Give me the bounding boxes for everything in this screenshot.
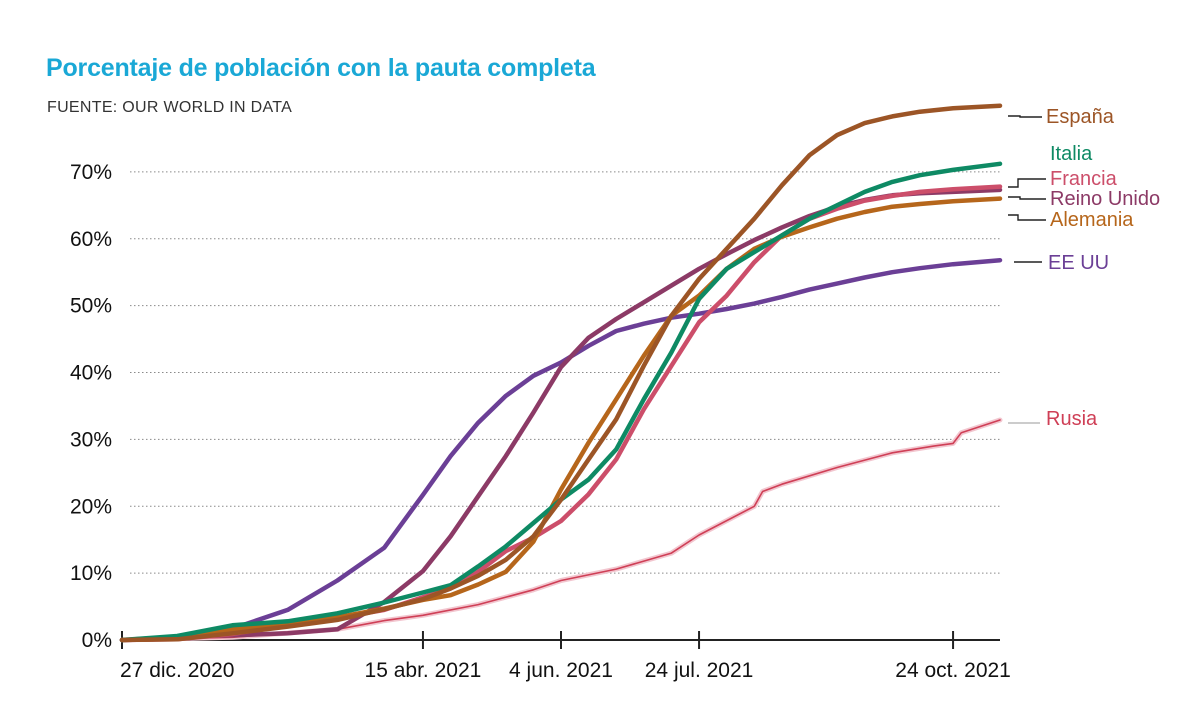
x-tick-label: 27 dic. 2020 — [120, 659, 234, 682]
x-axis: 27 dic. 2020 15 abr. 2021 4 jun. 2021 24 ju… — [120, 631, 1011, 682]
y-tick-label: 20% — [70, 495, 112, 518]
series-line-Francia — [119, 184, 1003, 643]
legend-leader — [1008, 115, 1042, 118]
x-tick-label: 4 jun. 2021 — [509, 659, 613, 682]
legend-label: España — [1046, 106, 1115, 128]
series-line-Italia — [119, 161, 1003, 643]
legend-label: Francia — [1050, 168, 1118, 190]
legend-label: Rusia — [1046, 408, 1098, 430]
series-line-Reino Unido — [119, 187, 1003, 643]
legend-label: Alemania — [1050, 209, 1134, 231]
x-tick-label: 24 oct. 2021 — [895, 659, 1011, 682]
y-tick-label: 10% — [70, 562, 112, 585]
legend-label: Reino Unido — [1050, 188, 1160, 210]
x-tick-label: 15 abr. 2021 — [365, 659, 482, 682]
legend-leader — [1008, 196, 1046, 200]
chart-title: Porcentaje de población con la pauta com… — [46, 54, 596, 82]
series-line-Rusia — [121, 419, 1001, 641]
legend-label: EE UU — [1048, 252, 1109, 274]
y-tick-label: 50% — [70, 295, 112, 318]
gridlines — [130, 171, 1000, 574]
chart-source: FUENTE: OUR WORLD IN DATA — [47, 99, 293, 116]
series-halo-Rusia — [119, 417, 1003, 643]
x-tick-label: 24 jul. 2021 — [645, 659, 754, 682]
series-line-España — [119, 103, 1003, 643]
legend-leader — [1008, 178, 1046, 188]
legend-leader — [1008, 214, 1046, 221]
y-axis: 0% 10% 20% 30% 40% 50% 60% 70% — [70, 161, 112, 652]
series-line-EE UU — [119, 257, 1003, 643]
series-line-Alemania — [119, 196, 1003, 643]
y-tick-label: 0% — [82, 629, 112, 652]
legend-label: Italia — [1050, 143, 1093, 165]
y-tick-label: 40% — [70, 362, 112, 385]
y-tick-label: 30% — [70, 428, 112, 451]
series-lines — [119, 103, 1003, 643]
y-tick-label: 70% — [70, 161, 112, 184]
y-tick-label: 60% — [70, 228, 112, 251]
